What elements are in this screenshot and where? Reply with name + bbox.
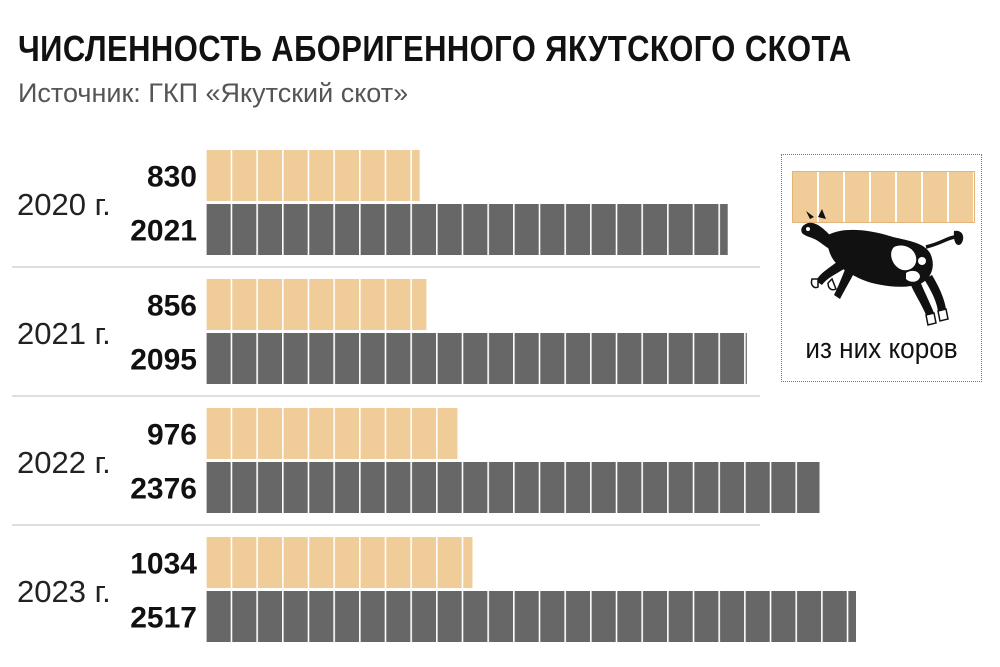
value-label-total-3: 2517 xyxy=(130,602,197,635)
chart-subtitle: Источник: ГКП «Якутский скот» xyxy=(18,78,409,108)
bar-cows-grid-0 xyxy=(205,150,420,201)
bar-total-grid-0 xyxy=(205,204,728,255)
category-label-2: 2022 г. xyxy=(17,445,111,480)
category-label-0: 2020 г. xyxy=(17,187,111,222)
cow-icon xyxy=(801,209,964,326)
bar-total-grid-1 xyxy=(205,333,747,384)
bar-total-grid-3 xyxy=(205,591,856,642)
category-label-3: 2023 г. xyxy=(17,574,111,609)
bar-cows-grid-3 xyxy=(205,537,473,588)
legend-label: из них коров xyxy=(805,333,958,365)
value-label-cows-2: 976 xyxy=(147,419,197,452)
value-label-cows-3: 1034 xyxy=(130,548,197,581)
bar-cows-grid-2 xyxy=(205,408,458,459)
value-label-total-2: 2376 xyxy=(130,473,197,506)
bar-total-grid-2 xyxy=(205,462,820,513)
legend: из них коров xyxy=(781,154,982,382)
value-label-total-1: 2095 xyxy=(130,344,197,377)
chart-title: ЧИСЛЕННОСТЬ АБОРИГЕННОГО ЯКУТСКОГО СКОТА xyxy=(18,28,852,69)
value-label-cows-1: 856 xyxy=(147,290,197,323)
bar-cows-grid-1 xyxy=(205,279,427,330)
legend-swatch-cows xyxy=(792,171,975,223)
value-label-cows-0: 830 xyxy=(147,161,197,194)
value-label-total-0: 2021 xyxy=(130,215,197,248)
category-label-1: 2021 г. xyxy=(17,316,111,351)
